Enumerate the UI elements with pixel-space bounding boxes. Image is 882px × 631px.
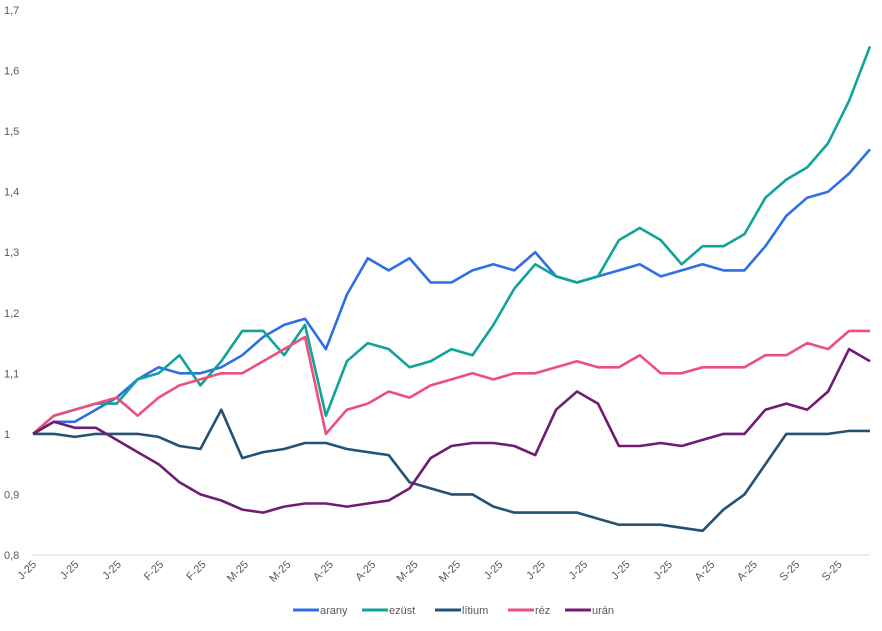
series-line-2 <box>33 408 870 533</box>
y-tick-label: 1,4 <box>4 187 19 199</box>
y-tick-label: 1,1 <box>4 368 19 380</box>
x-tick-label: J-25 <box>482 559 506 583</box>
legend-label: réz <box>535 605 550 617</box>
legend-item[interactable]: ezüst <box>362 605 415 617</box>
x-tick-label: M-25 <box>267 559 293 585</box>
legend-item[interactable]: lítium <box>435 605 488 617</box>
legend-label: ezüst <box>389 605 415 617</box>
series-line-4 <box>32 347 871 514</box>
x-tick-label: M-25 <box>437 559 463 585</box>
x-tick-label: A-25 <box>735 559 760 584</box>
x-tick-label: A-25 <box>311 559 336 584</box>
x-tick-label: A-25 <box>353 559 378 584</box>
y-tick-label: 1,7 <box>4 5 19 17</box>
x-tick-label: J-25 <box>609 559 633 583</box>
x-tick-label: M-25 <box>225 559 251 585</box>
series-line-0 <box>32 148 871 436</box>
y-tick-label: 1,6 <box>4 66 19 78</box>
x-tick-label: J-25 <box>15 559 39 583</box>
series-line-3 <box>32 329 870 436</box>
x-tick-label: J-25 <box>100 559 124 583</box>
legend: arany ezüst lítium réz urán <box>293 605 614 617</box>
legend-label: urán <box>592 605 614 617</box>
legend-item[interactable]: urán <box>565 605 614 617</box>
x-tick-label: F-25 <box>142 559 166 583</box>
y-tick-label: 0,9 <box>4 489 19 501</box>
x-tick-label: S-25 <box>777 559 802 584</box>
y-tick-label: 1,5 <box>4 126 19 138</box>
x-tick-label: J-25 <box>524 559 548 583</box>
y-tick-label: 1 <box>4 429 10 441</box>
x-tick-label: J-25 <box>651 559 675 583</box>
x-tick-label: A-25 <box>693 559 718 584</box>
y-axis: 0,8 0,9 1 1,1 1,2 1,3 1,4 1,5 1,6 1,7 <box>4 5 19 562</box>
series-line-1 <box>32 45 872 435</box>
x-tick-label: S-25 <box>820 559 845 584</box>
legend-item[interactable]: réz <box>508 605 550 617</box>
legend-label: arany <box>320 605 348 617</box>
y-tick-label: 1,3 <box>4 247 19 259</box>
x-tick-label: J-25 <box>567 559 591 583</box>
x-tick-label: M-25 <box>395 559 421 585</box>
x-axis: J-25 J-25 J-25 F-25 F-25 M-25 M-25 A-25 A-25 M-25… <box>15 559 844 585</box>
series-lines <box>32 45 872 533</box>
y-tick-label: 1,2 <box>4 308 19 320</box>
y-tick-label: 0,8 <box>4 550 19 562</box>
legend-label: lítium <box>462 605 488 617</box>
x-tick-label: F-25 <box>184 559 208 583</box>
x-tick-label: J-25 <box>58 559 82 583</box>
legend-item[interactable]: arany <box>293 605 348 617</box>
